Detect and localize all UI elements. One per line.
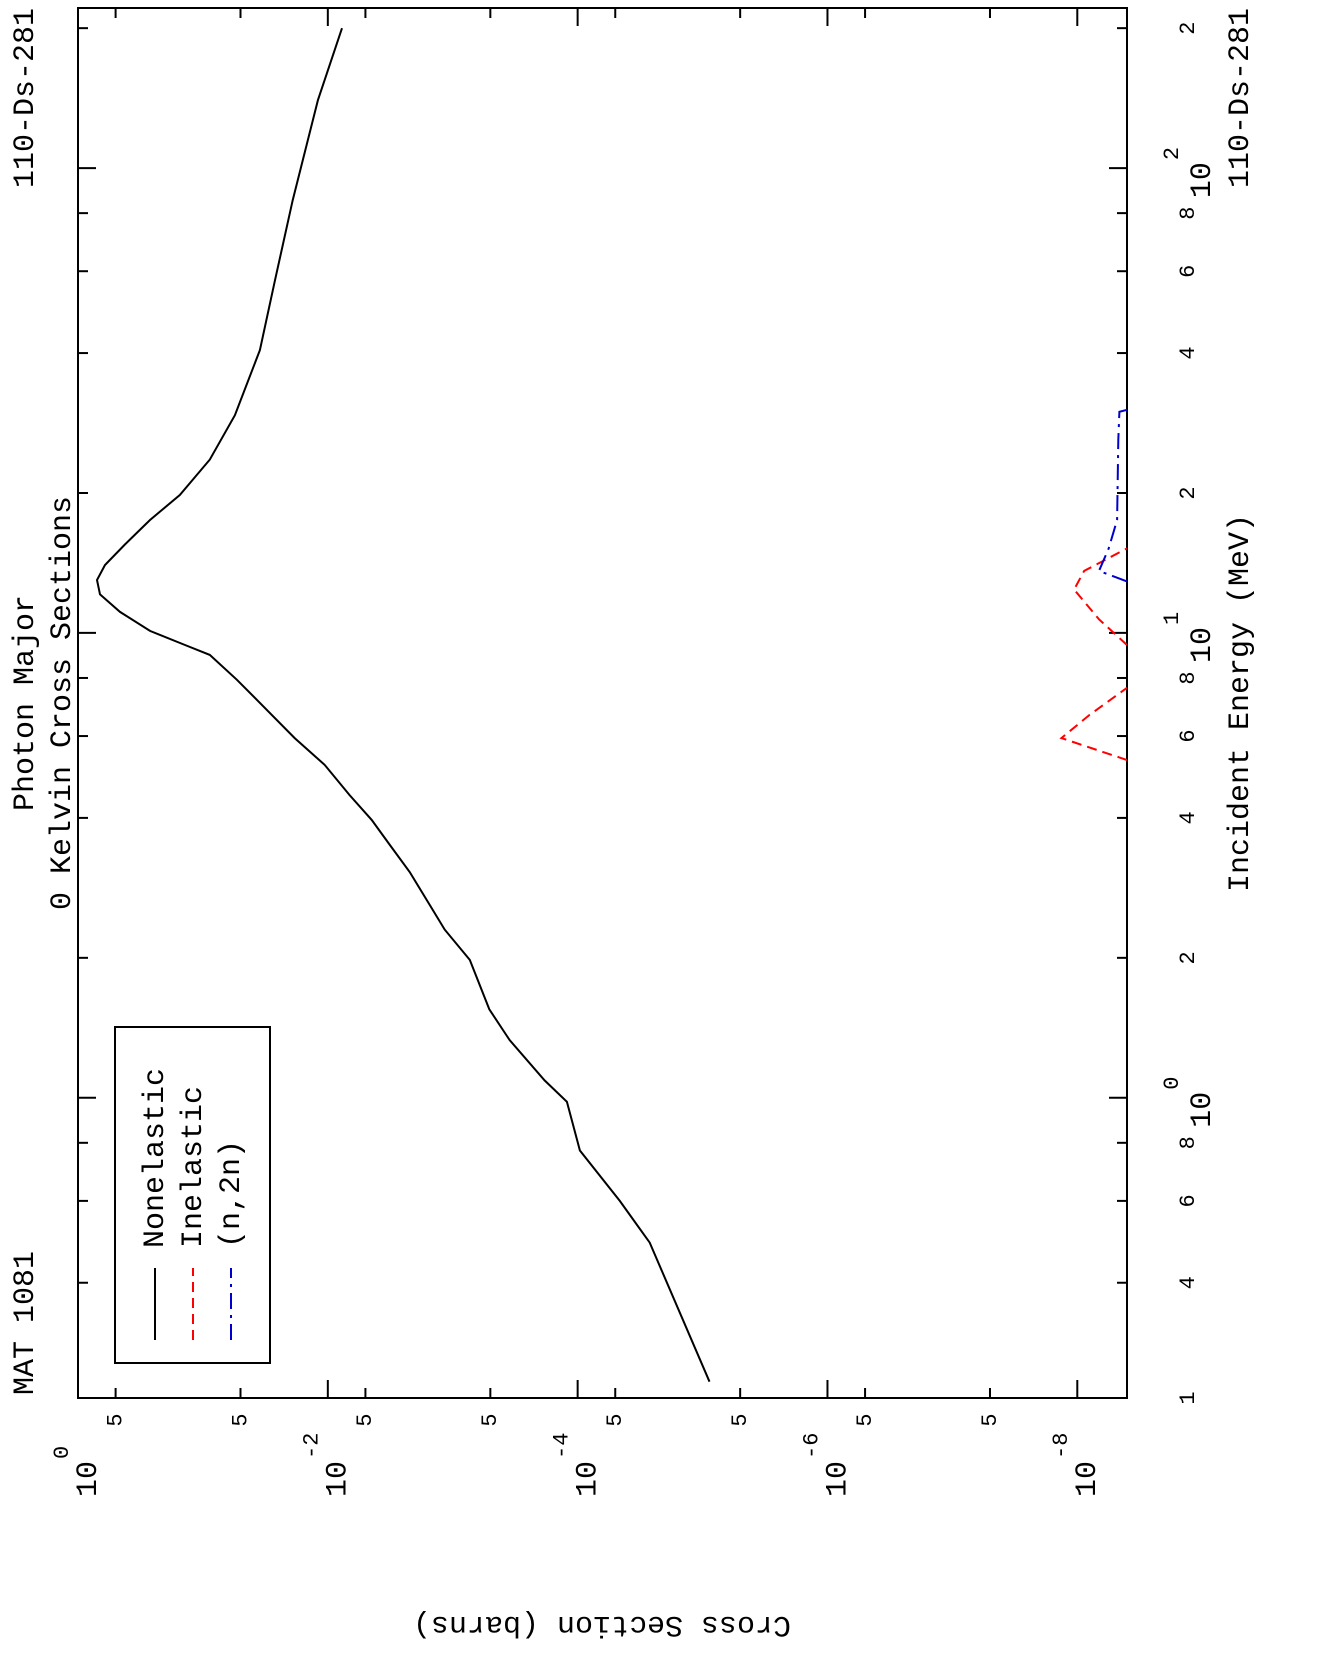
y-tick-label: 5 (603, 1413, 628, 1426)
x-axis-label: Incident Energy (MeV) (1224, 514, 1258, 892)
material-label: MAT 1081 (9, 1251, 43, 1395)
x-tick-exponent: 0 (1160, 1077, 1185, 1090)
y-tick-label: 5 (228, 1413, 253, 1426)
y-tick-exponent: -4 (549, 1433, 574, 1459)
y-tick-label: 5 (353, 1413, 378, 1426)
series-line (1097, 408, 1127, 583)
legend-label: (n,2n) (215, 1140, 249, 1248)
x-tick-label: 1 (1176, 1391, 1201, 1404)
x-tick-exponent: 1 (1160, 612, 1185, 625)
y-tick-exponent: -8 (1049, 1433, 1074, 1459)
x-tick-label: 6 (1176, 1194, 1201, 1207)
y-tick-label: 10 (821, 1461, 855, 1497)
nuclide-label-bottom: 110-Ds-281 (1224, 8, 1258, 188)
x-tick-label: 10 (1186, 1092, 1220, 1128)
x-tick-label: 10 (1186, 162, 1220, 198)
y-tick-label: 10 (572, 1461, 606, 1497)
y-tick-label: 5 (853, 1413, 878, 1426)
nuclide-label: 110-Ds-281 (9, 8, 43, 188)
plot-group: Photon Major 0 Kelvin Cross Sections MAT… (9, 7, 1258, 1641)
legend-label: Nonelastic (139, 1068, 173, 1248)
x-tick-label: 8 (1176, 207, 1201, 220)
y-tick-label: 5 (478, 1413, 503, 1426)
y-tick-exponent: -2 (300, 1433, 325, 1459)
y-tick-label: 10 (72, 1461, 106, 1497)
y-tick-label: 10 (1071, 1461, 1105, 1497)
y-tick-label: 5 (978, 1413, 1003, 1426)
x-tick-label: 2 (1176, 22, 1201, 35)
y-tick-label: 5 (103, 1413, 128, 1426)
y-tick-label: 5 (728, 1413, 753, 1426)
y-axis-label: Cross Section (barns) (413, 1607, 791, 1641)
series-line (1059, 547, 1127, 761)
legend-label: Inelastic (177, 1086, 211, 1248)
x-tick-label: 4 (1176, 1276, 1201, 1289)
x-tick-exponent: 2 (1160, 147, 1185, 160)
x-tick-label: 6 (1176, 265, 1201, 278)
plot-frame (77, 7, 1128, 1399)
x-tick-label: 8 (1176, 671, 1201, 684)
x-tick-label: 2 (1176, 486, 1201, 499)
chart-title: Photon Major (9, 595, 43, 811)
x-tick-label: 4 (1176, 346, 1201, 359)
y-tick-exponent: -6 (799, 1433, 824, 1459)
x-tick-label: 10 (1186, 627, 1220, 663)
chart-subtitle: 0 Kelvin Cross Sections (46, 496, 80, 910)
x-tick-label: 2 (1176, 951, 1201, 964)
y-tick-label: 10 (322, 1461, 356, 1497)
x-tick-label: 8 (1176, 1136, 1201, 1149)
y-tick-exponent: 0 (50, 1446, 75, 1459)
legend-box (114, 1026, 271, 1364)
x-tick-label: 4 (1176, 811, 1201, 824)
series-line (95, 27, 711, 1383)
x-tick-label: 6 (1176, 729, 1201, 742)
